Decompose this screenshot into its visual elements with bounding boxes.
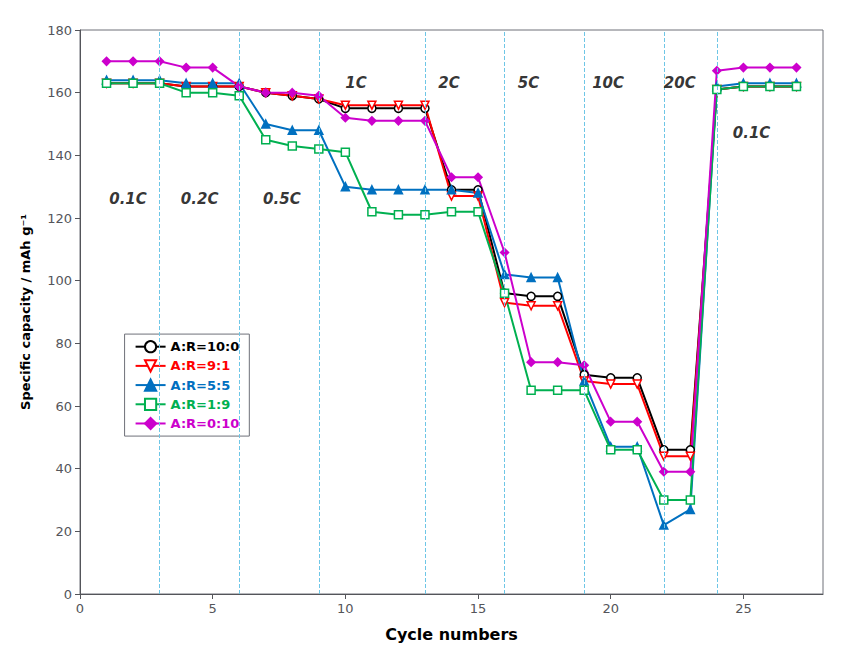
svg-text:0.1C: 0.1C <box>109 190 147 208</box>
svg-text:0.5C: 0.5C <box>263 190 301 208</box>
svg-text:100: 100 <box>47 273 72 288</box>
svg-text:Specific capacity / mAh g⁻¹: Specific capacity / mAh g⁻¹ <box>18 214 33 410</box>
svg-text:180: 180 <box>47 23 72 38</box>
svg-text:40: 40 <box>55 461 72 476</box>
svg-text:15: 15 <box>470 601 487 616</box>
svg-text:20: 20 <box>55 524 72 539</box>
svg-text:20: 20 <box>602 601 619 616</box>
svg-text:A:R=1:9: A:R=1:9 <box>171 397 231 412</box>
svg-text:0.2C: 0.2C <box>181 190 219 208</box>
svg-text:A:R=5:5: A:R=5:5 <box>171 378 231 393</box>
svg-text:25: 25 <box>735 601 752 616</box>
svg-text:1C: 1C <box>345 74 366 92</box>
svg-text:A:R=9:1: A:R=9:1 <box>171 358 231 373</box>
svg-text:20C: 20C <box>664 74 696 92</box>
svg-text:80: 80 <box>55 336 72 351</box>
svg-text:10: 10 <box>337 601 354 616</box>
svg-text:0: 0 <box>64 587 72 602</box>
svg-text:0.1C: 0.1C <box>733 124 771 142</box>
svg-text:5C: 5C <box>518 74 539 92</box>
svg-text:Cycle numbers: Cycle numbers <box>385 625 518 644</box>
svg-text:120: 120 <box>47 211 72 226</box>
svg-text:A:R=0:10: A:R=0:10 <box>171 416 240 431</box>
svg-text:140: 140 <box>47 148 72 163</box>
svg-text:A:R=10:0: A:R=10:0 <box>171 339 240 354</box>
svg-text:5: 5 <box>209 601 217 616</box>
svg-text:0: 0 <box>76 601 84 616</box>
svg-text:2C: 2C <box>438 74 459 92</box>
svg-text:10C: 10C <box>592 74 624 92</box>
svg-text:160: 160 <box>47 85 72 100</box>
svg-text:60: 60 <box>55 399 72 414</box>
